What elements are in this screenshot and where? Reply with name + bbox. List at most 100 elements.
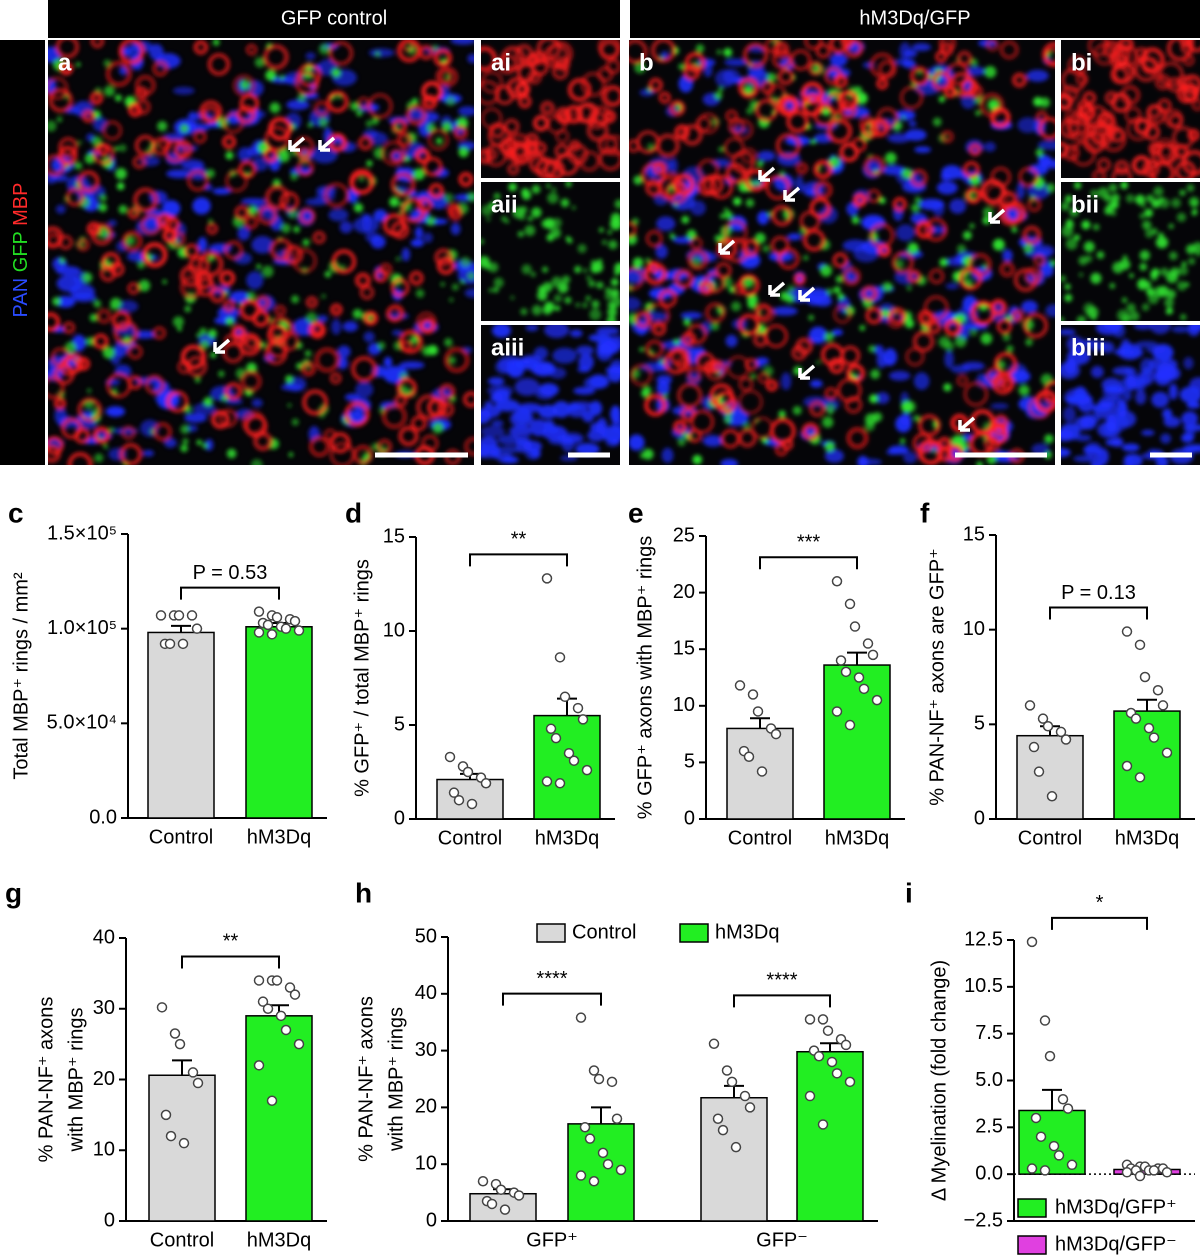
ring [1033,255,1045,267]
dot [541,219,550,228]
ring [839,142,859,162]
dot [599,227,604,233]
bracket [733,994,831,1008]
dot [1139,213,1146,220]
data-point [187,1067,199,1078]
blob [166,169,192,179]
ring [390,220,410,240]
dot [194,377,201,383]
data-point [253,606,265,617]
blob [286,99,310,111]
data-point [756,766,768,777]
dot [957,244,966,254]
blob [55,266,81,276]
data-point [554,652,566,663]
dot [488,288,493,293]
dot [855,92,868,105]
ring [956,374,969,387]
ring [526,53,540,67]
dot [76,62,81,67]
ring [1082,91,1097,105]
ring [832,252,848,268]
ring [48,88,73,113]
ring [358,135,373,151]
ring [1111,167,1133,178]
dot [691,257,701,267]
ring [645,179,663,197]
ring [1075,73,1089,86]
blob [495,399,520,412]
legend-swatch [679,923,709,943]
blob [829,53,848,67]
ring [910,169,928,187]
dot [582,302,588,308]
ring [401,40,414,52]
ring [133,187,158,213]
ring [673,419,687,434]
y-axis-label: % GFP⁺ axons with MBP⁺ rings [634,536,656,819]
data-point [739,1090,751,1102]
legend-label: hM3Dq [715,921,779,943]
significance: ** [511,529,527,551]
dot [305,312,318,324]
dot [1129,311,1140,321]
bar [148,1074,216,1222]
ring [900,86,924,110]
dot [212,40,220,46]
dot [427,344,439,356]
dot [803,255,809,261]
dot [137,261,145,269]
y-tick-label: 50 [415,925,437,947]
blob [181,159,205,171]
dot [894,259,904,269]
arrow [718,239,736,255]
blob [481,425,506,438]
data-point [572,702,584,714]
dot [882,281,893,293]
significance: * [1096,892,1104,914]
ring [93,426,111,444]
ring [119,443,142,465]
ring [674,269,694,289]
ring [844,40,864,58]
dot [389,196,400,207]
dot [340,264,346,270]
dot [199,327,207,336]
dot [614,262,620,274]
ring [1177,83,1197,104]
blob [655,244,668,259]
x-tick-label: Control [438,827,502,849]
blob [813,133,833,144]
data-point [747,689,759,700]
ring [302,389,328,416]
dot [481,204,493,217]
dot [551,276,563,288]
ring [224,382,242,400]
dot [1064,283,1071,290]
data-point [575,1170,587,1181]
ring [672,173,695,196]
dot [606,316,617,321]
ring [264,342,288,365]
dot [247,205,258,215]
error-bar [847,651,867,666]
bracket [759,556,858,570]
blob [1045,304,1055,318]
ring [330,303,343,316]
ring [1176,75,1193,92]
dot [501,216,507,222]
y-tick-label: 10.5 [964,975,1003,997]
ring [629,266,645,291]
dot [371,443,380,451]
blob [434,168,449,178]
dot [561,275,571,284]
blob [965,66,986,76]
y-tick-label: 10 [963,618,985,640]
data-point [1037,713,1049,724]
dot [291,295,300,304]
dot [894,126,900,132]
dot [586,275,592,281]
ring [1012,72,1027,88]
dot [493,287,499,293]
